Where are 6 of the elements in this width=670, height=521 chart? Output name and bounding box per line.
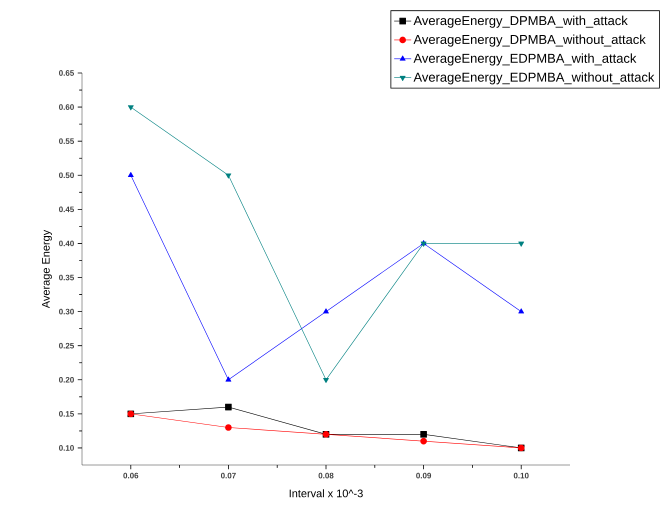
y-axis-title: Average Energy (42, 230, 52, 308)
legend-label: AverageEnergy_EDPMBA_with_attack (414, 53, 636, 66)
legend-label: AverageEnergy_DPMBA_without_attack (414, 34, 646, 47)
legend-label: AverageEnergy_DPMBA_with_attack (414, 16, 628, 28)
x-axis-title: Interval x 10^-3 (290, 489, 363, 498)
legend-label: AverageEnergy_EDPMBA_without_attack (414, 72, 654, 84)
